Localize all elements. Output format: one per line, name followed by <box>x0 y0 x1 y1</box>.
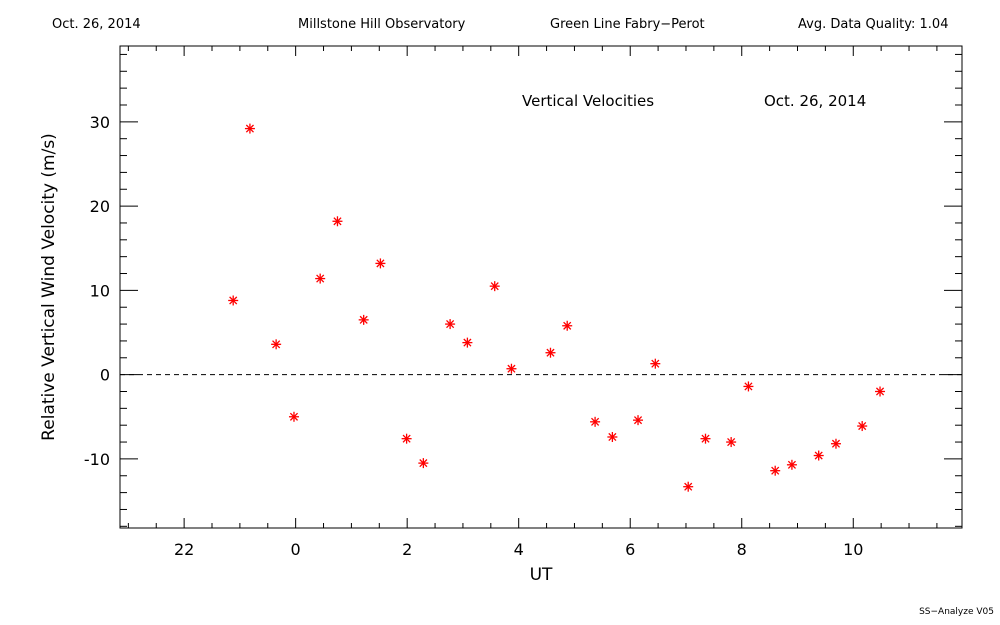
y-tick-label: 20 <box>90 197 110 216</box>
data-point <box>228 295 239 306</box>
data-point <box>358 314 369 325</box>
data-point <box>375 258 386 269</box>
data-point <box>315 273 326 284</box>
y-tick-label: 10 <box>90 281 110 300</box>
data-point <box>813 450 824 461</box>
data-point <box>875 386 886 397</box>
data-point <box>590 416 601 427</box>
data-point <box>562 320 573 331</box>
data-point <box>726 437 737 448</box>
data-point <box>545 347 556 358</box>
data-point <box>418 458 429 469</box>
data-point <box>244 123 255 134</box>
y-tick-label: 0 <box>100 366 110 385</box>
x-tick-label: 22 <box>174 540 194 559</box>
header-quality: Avg. Data Quality: 1.04 <box>798 17 949 32</box>
chart-title: Vertical Velocities <box>522 92 654 110</box>
header-date: Oct. 26, 2014 <box>52 17 141 32</box>
data-point <box>332 216 343 227</box>
y-axis-ticks: 30 20 10 0 -10 <box>84 53 962 527</box>
plot-frame <box>119 45 963 529</box>
data-point <box>683 481 694 492</box>
data-point <box>462 337 473 348</box>
x-tick-label: 10 <box>843 540 863 559</box>
data-point <box>786 459 797 470</box>
x-tick-label: 6 <box>625 540 635 559</box>
header-instrument: Green Line Fabry−Perot <box>550 17 705 32</box>
x-tick-label: 4 <box>514 540 524 559</box>
data-points <box>228 123 886 492</box>
data-point <box>770 465 781 476</box>
data-point <box>857 421 868 432</box>
chart-subtitle: Oct. 26, 2014 <box>764 92 866 110</box>
x-tick-label: 0 <box>291 540 301 559</box>
data-point <box>743 381 754 392</box>
data-point <box>401 433 412 444</box>
data-point <box>506 363 517 374</box>
y-tick-label: 30 <box>90 113 110 132</box>
y-axis-label: Relative Vertical Wind Velocity (m/s) <box>39 133 59 441</box>
x-tick-label: 8 <box>737 540 747 559</box>
footer-version: SS−Analyze V05 <box>919 607 994 617</box>
data-point <box>633 415 644 426</box>
data-point <box>830 438 841 449</box>
x-axis-ticks: 22 0 2 4 6 8 10 <box>127 46 938 559</box>
data-point <box>288 411 299 422</box>
x-axis-label: UT <box>530 565 553 585</box>
header-observatory: Millstone Hill Observatory <box>298 17 466 32</box>
data-point <box>489 281 500 292</box>
x-tick-label: 2 <box>402 540 412 559</box>
data-point <box>445 319 456 330</box>
y-tick-label: -10 <box>84 450 110 469</box>
data-point <box>650 358 661 369</box>
data-point <box>271 339 282 350</box>
data-point <box>607 431 618 442</box>
data-point <box>700 433 711 444</box>
